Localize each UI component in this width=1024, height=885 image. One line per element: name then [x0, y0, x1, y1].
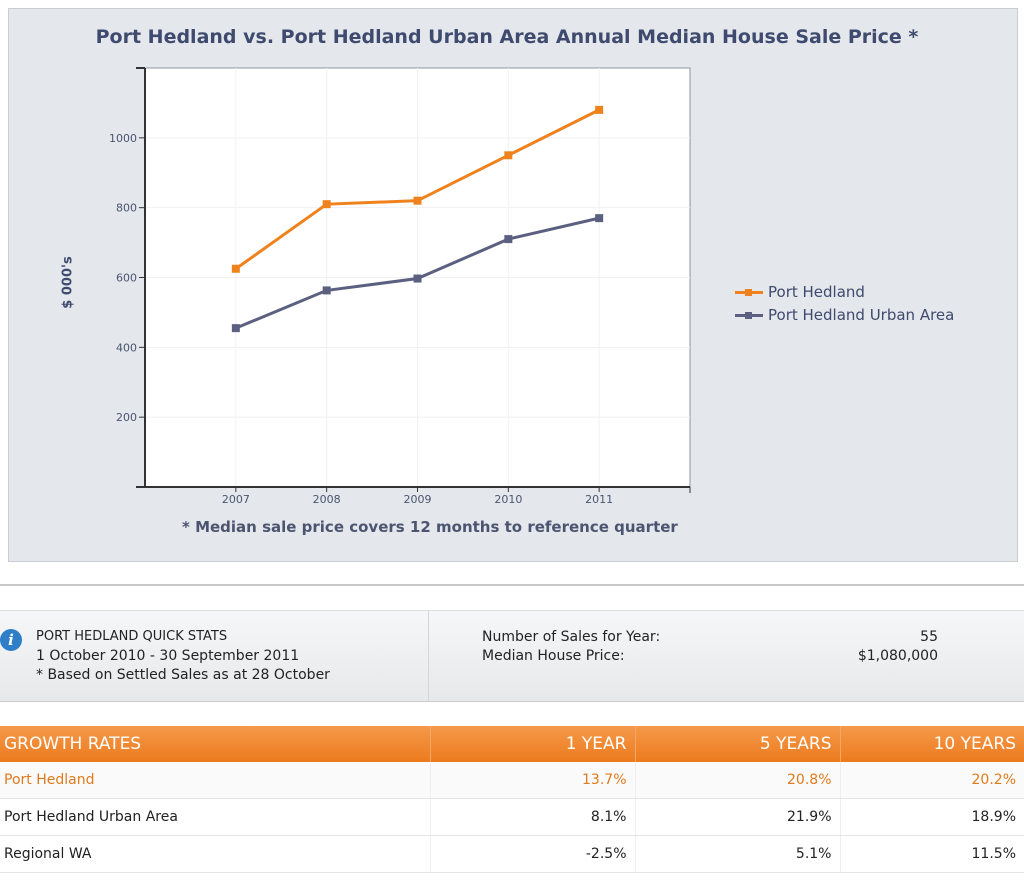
legend-swatch	[735, 311, 763, 319]
data-point	[231, 264, 240, 273]
y-tick-label: 600	[116, 272, 137, 285]
sales-label: Number of Sales for Year:	[482, 629, 661, 645]
legend-item-port-hedland: Port Hedland	[735, 283, 865, 301]
table-row: Port Hedland Urban Area 8.1% 21.9% 18.9%	[0, 798, 1024, 836]
growth-rates-table: GROWTH RATES 1 YEAR 5 YEARS 10 YEARS Por…	[0, 726, 1024, 873]
price-value: $1,080,000	[857, 648, 938, 664]
rate-1-year: 8.1%	[429, 798, 635, 836]
quick-stats-title: PORT HEDLAND QUICK STATS	[36, 629, 228, 644]
y-tick-label: 200	[116, 411, 137, 424]
header-1-year: 1 YEAR	[429, 726, 635, 762]
rate-10-years: 18.9%	[839, 798, 1024, 836]
data-point	[413, 196, 422, 205]
legend-label: Port Hedland Urban Area	[768, 306, 955, 324]
line-chart: 200 400 600 800 1000 2007 2008 2009 2010 2011	[109, 67, 691, 506]
y-tick-label: 1000	[109, 132, 137, 145]
legend-label: Port Hedland	[768, 283, 865, 301]
price-label: Median House Price:	[482, 648, 625, 664]
rate-5-years: 20.8%	[634, 762, 840, 799]
sales-value: 55	[920, 629, 938, 645]
table-header-row: GROWTH RATES 1 YEAR 5 YEARS 10 YEARS	[0, 726, 1024, 762]
x-tick-label: 2008	[313, 493, 341, 506]
legend-item-urban-area: Port Hedland Urban Area	[735, 306, 954, 324]
header-5-years: 5 YEARS	[634, 726, 840, 762]
divider	[428, 611, 429, 701]
region-name: Port Hedland Urban Area	[0, 798, 430, 836]
table-row: Regional WA -2.5% 5.1% 11.5%	[0, 835, 1024, 873]
legend-swatch	[735, 288, 763, 296]
data-point	[595, 214, 604, 223]
divider	[0, 584, 1024, 586]
info-icon: i	[0, 629, 22, 651]
header-growth-rates: GROWTH RATES	[0, 726, 430, 762]
quick-stats-note: * Based on Settled Sales as at 28 Octobe…	[36, 667, 330, 683]
data-point	[504, 235, 513, 244]
data-point	[595, 105, 604, 114]
data-point	[322, 286, 331, 295]
region-name: Port Hedland	[0, 762, 430, 799]
chart-footnote: * Median sale price covers 12 months to …	[182, 518, 678, 536]
y-axis-label: $ 000's	[60, 256, 76, 309]
quick-stats-period: 1 October 2010 - 30 September 2011	[36, 648, 300, 664]
rate-5-years: 5.1%	[634, 835, 840, 873]
table-row: Port Hedland 13.7% 20.8% 20.2%	[0, 762, 1024, 799]
data-point	[322, 200, 331, 209]
quick-stats-panel: i PORT HEDLAND QUICK STATS 1 October 201…	[0, 610, 1024, 702]
rate-1-year: 13.7%	[429, 762, 635, 799]
data-point	[413, 274, 422, 283]
y-tick-label: 800	[116, 202, 137, 215]
y-tick-label: 400	[116, 341, 137, 354]
rate-10-years: 20.2%	[839, 762, 1024, 799]
data-point	[231, 324, 240, 333]
header-10-years: 10 YEARS	[839, 726, 1024, 762]
x-tick-label: 2011	[585, 493, 613, 506]
region-name: Regional WA	[0, 835, 430, 873]
rate-10-years: 11.5%	[839, 835, 1024, 873]
x-tick-label: 2007	[222, 493, 250, 506]
x-tick-label: 2010	[494, 493, 522, 506]
data-point	[504, 151, 513, 160]
rate-5-years: 21.9%	[634, 798, 840, 836]
x-tick-label: 2009	[404, 493, 432, 506]
chart-title: Port Hedland vs. Port Hedland Urban Area…	[95, 26, 919, 48]
rate-1-year: -2.5%	[429, 835, 635, 873]
